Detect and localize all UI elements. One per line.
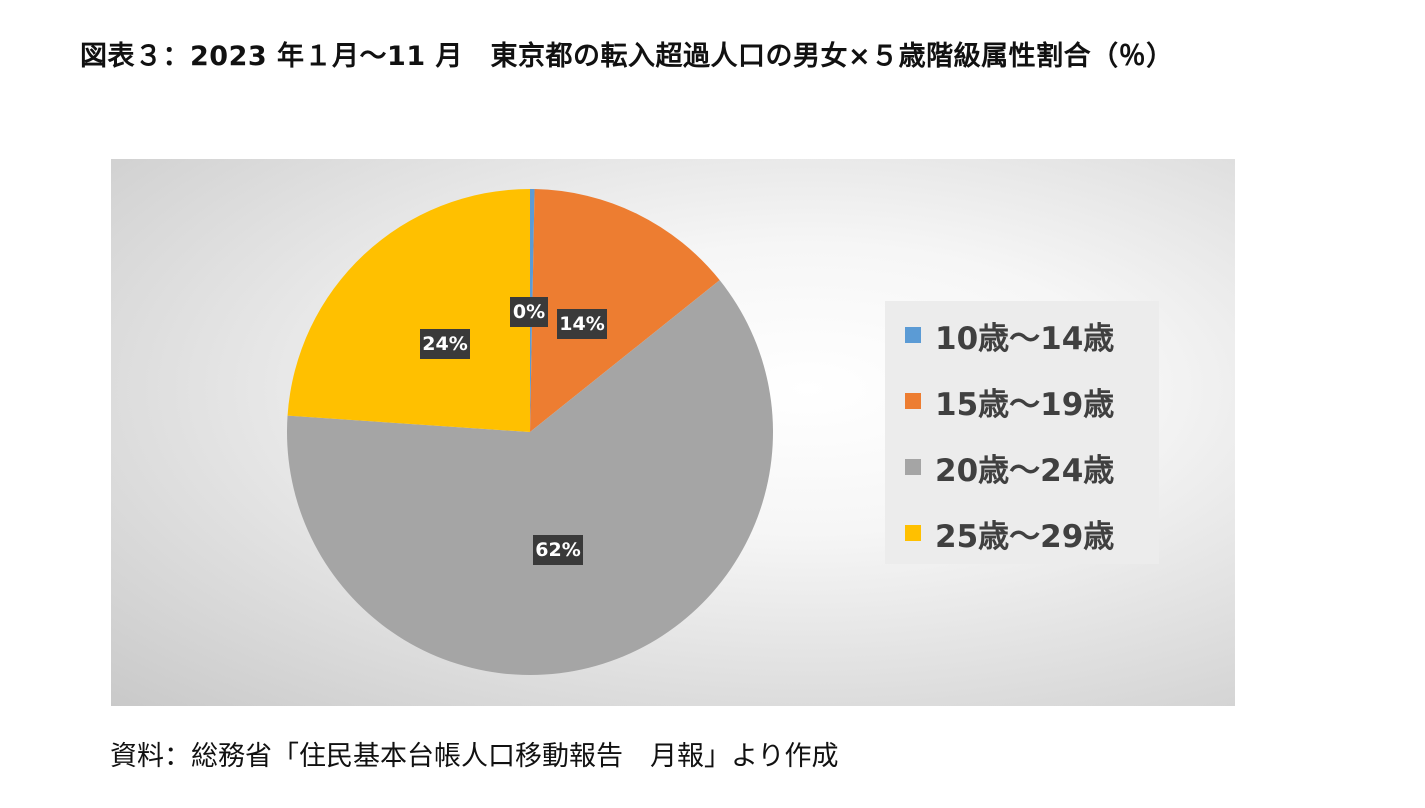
legend-item-3: 20歳〜24歳	[905, 447, 1115, 489]
source-note: 資料：総務省「住民基本台帳人口移動報告 月報」より作成	[110, 741, 839, 772]
page-title: 図表３：2023 年１月〜11 月 東京都の転入超過人口の男女×５歳階級属性割合…	[80, 41, 1174, 72]
data-label-1: 0%	[510, 297, 548, 327]
legend: 10歳〜14歳 15歳〜19歳 20歳〜24歳 25歳〜29歳	[885, 301, 1159, 564]
data-label-box-3	[533, 535, 583, 565]
pie-slice-3	[287, 280, 774, 676]
data-label-box-1	[510, 297, 548, 327]
legend-label-2: 15歳〜19歳	[935, 386, 1115, 423]
data-label-3: 62%	[533, 535, 583, 565]
data-label-text-3: 62%	[535, 539, 580, 561]
data-label-2: 14%	[557, 309, 607, 339]
data-label-text-1: 0%	[513, 301, 545, 323]
data-label-text-4: 24%	[422, 333, 467, 355]
data-label-box-4	[420, 329, 470, 359]
pie-slice-2	[530, 189, 720, 432]
pie-slices	[287, 189, 774, 676]
legend-label-3: 20歳〜24歳	[935, 452, 1115, 489]
pie-data-labels: 0% 14% 62% 24%	[420, 297, 607, 565]
pie-slice-4	[287, 189, 530, 432]
legend-swatch-1	[905, 327, 921, 343]
legend-item-1: 10歳〜14歳	[905, 315, 1115, 357]
legend-swatch-4	[905, 525, 921, 541]
legend-item-2: 15歳〜19歳	[905, 381, 1115, 423]
legend-swatch-3	[905, 459, 921, 475]
legend-label-1: 10歳〜14歳	[935, 320, 1115, 357]
legend-swatch-2	[905, 393, 921, 409]
chart-area: 0% 14% 62% 24% 10歳〜14歳 15歳〜19歳 20歳〜24歳 25歳〜29歳	[111, 159, 1235, 706]
legend-item-4: 25歳〜29歳	[905, 513, 1115, 555]
pie-chart: 0% 14% 62% 24%	[287, 189, 774, 676]
data-label-text-2: 14%	[559, 313, 604, 335]
data-label-4: 24%	[420, 329, 470, 359]
legend-label-4: 25歳〜29歳	[935, 518, 1115, 555]
data-label-box-2	[557, 309, 607, 339]
